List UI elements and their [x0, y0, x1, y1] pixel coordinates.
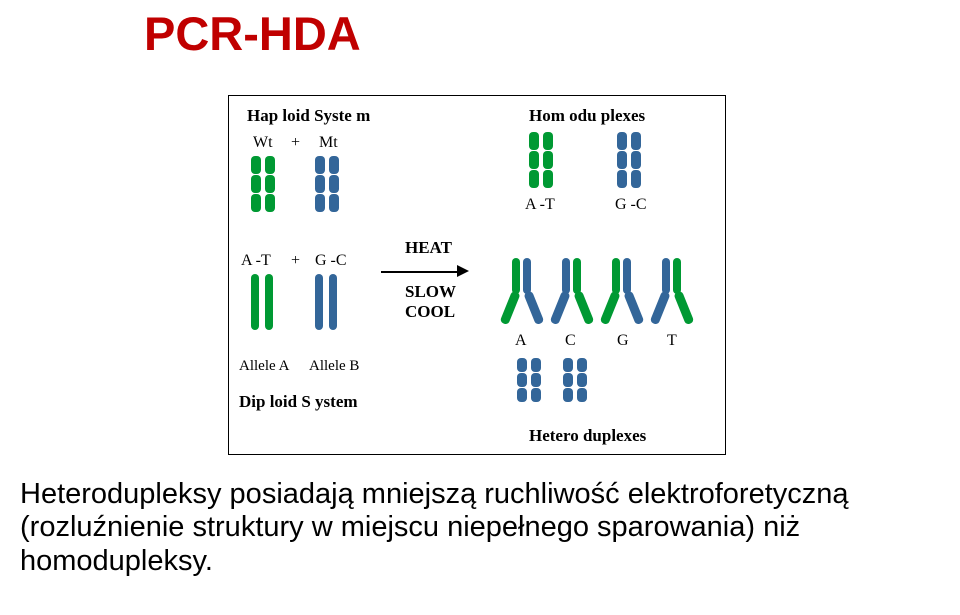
diploid-label: Dip loid S ystem [239, 392, 358, 412]
gc2-label: G -C [615, 196, 647, 214]
cool-label: COOL [405, 302, 455, 322]
mt-label: Mt [319, 134, 338, 152]
at2-label: A -T [525, 196, 555, 214]
het-a-label: A [515, 332, 527, 350]
het-c-label: C [565, 332, 576, 350]
haploid-label: Hap loid Syste m [247, 106, 370, 126]
heteroduplex-c [551, 258, 591, 338]
caption-mid1: posiadają [222, 478, 362, 510]
caption-hetero: Heterodupleksy [20, 478, 222, 510]
caption-elek: elektroforetyczną [620, 478, 849, 510]
slow-label: SLOW [405, 282, 456, 302]
arrow-head-icon [457, 265, 469, 277]
caption-ruch: mniejszą ruchliwość [362, 478, 620, 510]
wt-label: Wt [253, 134, 273, 152]
gc-label: G -C [315, 252, 347, 270]
homoduplexes-label: Hom odu plexes [529, 106, 645, 126]
allele-a-label: Allele A [239, 358, 289, 375]
allele-b-label: Allele B [309, 358, 359, 375]
plus2-label: + [291, 252, 300, 270]
plus1-label: + [291, 134, 300, 152]
het-t-label: T [667, 332, 677, 350]
heteroduplex-g [601, 258, 641, 338]
caption-line2: (rozluźnienie struktury w miejscu niepeł… [20, 511, 800, 543]
heteroduplexes-label: Hetero duplexes [529, 426, 646, 446]
caption: Heterodupleksy posiadają mniejszą ruchli… [20, 478, 940, 578]
page-title: PCR-HDA [144, 6, 361, 61]
heat-label: HEAT [405, 238, 452, 258]
caption-line3: homodupleksy. [20, 545, 213, 577]
heteroduplex-t [651, 258, 691, 338]
at-label: A -T [241, 252, 271, 270]
arrow-line [381, 271, 457, 273]
het-g-label: G [617, 332, 629, 350]
heteroduplex-a [501, 258, 541, 338]
diagram-figure: Hap loid Syste m Wt + Mt [228, 95, 726, 455]
